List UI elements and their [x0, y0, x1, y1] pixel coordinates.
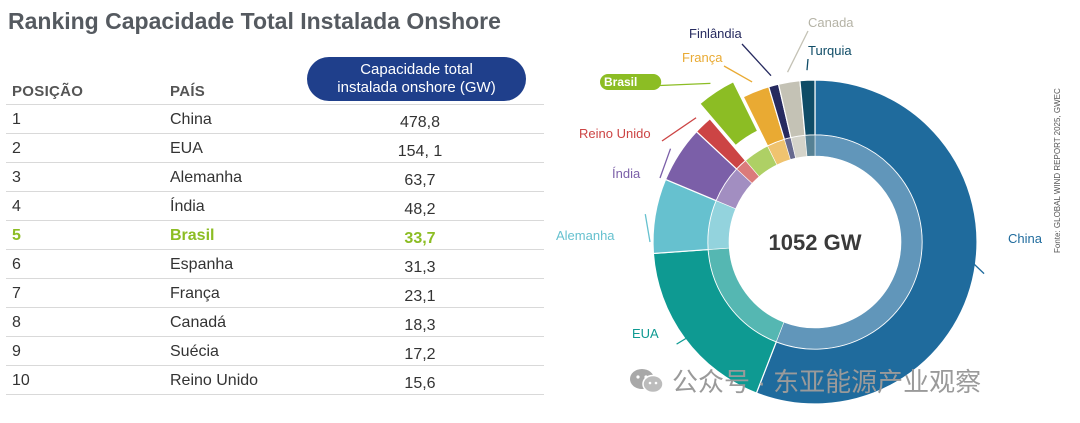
row-position: 6: [12, 256, 21, 273]
leader-line-finlandia: [741, 43, 772, 77]
leader-line-eua: [676, 335, 691, 345]
table-row: 2 EUA 154, 1: [6, 133, 544, 162]
wechat-icon: [630, 368, 664, 393]
chart-title: Ranking Capacidade Total Instalada Onsho…: [8, 8, 501, 34]
slice-label-turquia: Turquia: [808, 43, 852, 58]
donut-center-label: 1052 GW: [769, 230, 862, 255]
table-row: 3 Alemanha 63,7: [6, 162, 544, 191]
leader-line-franca: [723, 65, 753, 83]
donut-slices: [652, 79, 978, 405]
row-country: EUA: [170, 140, 203, 157]
slice-label-brasil: Brasil: [604, 75, 637, 89]
row-value: 31,3: [404, 259, 436, 276]
leader-line-china: [951, 242, 985, 275]
leader-line-alemanha: [644, 213, 651, 243]
row-country: Canadá: [170, 314, 227, 331]
row-position: 8: [12, 314, 21, 331]
row-value: 15,6: [404, 375, 436, 392]
row-country: Índia: [170, 198, 205, 215]
source-text: Fonte: GLOBAL WIND REPORT 2025, GWEC: [1053, 88, 1062, 253]
ranking-table: 1 China 478,8 2 EUA 154, 1 3 Alemanha 63,7 4 Ín…: [6, 104, 544, 395]
row-country: Alemanha: [170, 169, 243, 186]
donut-chart: China EUA Alemanha Índia Reino Unido Brasil Fr…: [556, 15, 1043, 405]
row-value: 63,7: [404, 172, 436, 189]
source-note: Fonte: GLOBAL WIND REPORT 2025, GWEC: [1053, 88, 1062, 253]
row-value: 48,2: [404, 201, 436, 218]
row-country: Suécia: [170, 343, 219, 360]
leader-line-canada: [786, 30, 809, 73]
table-row: 6 Espanha 31,3: [6, 249, 544, 278]
table-row-highlighted: 5 Brasil 33,7: [6, 220, 544, 249]
row-value: 23,1: [404, 288, 436, 305]
row-value: 17,2: [404, 346, 436, 363]
slice-label-reino-unido: Reino Unido: [579, 126, 651, 141]
row-position: 7: [12, 285, 21, 302]
watermark: 公众号 · 东亚能源产业观察: [628, 362, 981, 399]
row-position: 2: [12, 140, 21, 157]
slice-label-china: China: [1008, 231, 1043, 246]
row-position: 4: [12, 198, 21, 215]
donut-inner-ring: [707, 134, 923, 350]
leader-line-turquia: [806, 58, 809, 71]
row-country: Reino Unido: [170, 372, 259, 389]
slice-brasil: [699, 80, 759, 147]
row-position: 10: [12, 372, 30, 389]
table-row: 4 Índia 48,2: [6, 191, 544, 220]
country-header: PAÍS: [170, 83, 206, 100]
table-row: 8 Canadá 18,3: [6, 307, 544, 336]
row-position: 3: [12, 169, 21, 186]
inner-ring-turquia: [804, 134, 816, 157]
capacity-header-line1: Capacidade total: [360, 61, 473, 78]
table-row: 10 Reino Unido 15,6: [6, 365, 544, 395]
slice-label-india: Índia: [612, 166, 641, 181]
watermark-text: 公众号 · 东亚能源产业观察: [672, 367, 982, 397]
table-row: 9 Suécia 17,2: [6, 336, 544, 365]
row-position: 5: [12, 227, 21, 244]
table-row: 1 China 478,8: [6, 104, 544, 133]
capacity-header-pill: Capacidade total instalada onshore (GW): [307, 57, 526, 101]
donut-hole: [729, 156, 901, 328]
slice-label-canada: Canada: [808, 15, 854, 30]
row-value: 154, 1: [397, 143, 443, 160]
row-country: China: [170, 111, 212, 128]
row-value: 18,3: [404, 317, 436, 334]
row-value: 33,7: [404, 230, 436, 247]
donut-labels: China EUA Alemanha Índia Reino Unido Brasil Fr…: [556, 15, 1043, 345]
slice-label-franca: França: [682, 50, 723, 65]
table-row: 7 França 23,1: [6, 278, 544, 307]
slice-label-alemanha: Alemanha: [556, 228, 615, 243]
row-value: 478,8: [399, 114, 441, 131]
label-badge-brasil: [600, 74, 662, 90]
position-header: POSIÇÃO: [12, 83, 84, 100]
capacity-header-line2: instalada onshore (GW): [337, 79, 496, 96]
leader-line-reino-unido: [661, 117, 697, 142]
leader-line-india: [659, 148, 672, 179]
row-country: Espanha: [170, 256, 234, 273]
row-country: França: [170, 285, 220, 302]
slice-label-finlandia: Finlândia: [689, 26, 743, 41]
row-country: Brasil: [170, 227, 215, 244]
slice-label-eua: EUA: [632, 326, 659, 341]
row-position: 1: [12, 111, 21, 128]
row-position: 9: [12, 343, 21, 360]
